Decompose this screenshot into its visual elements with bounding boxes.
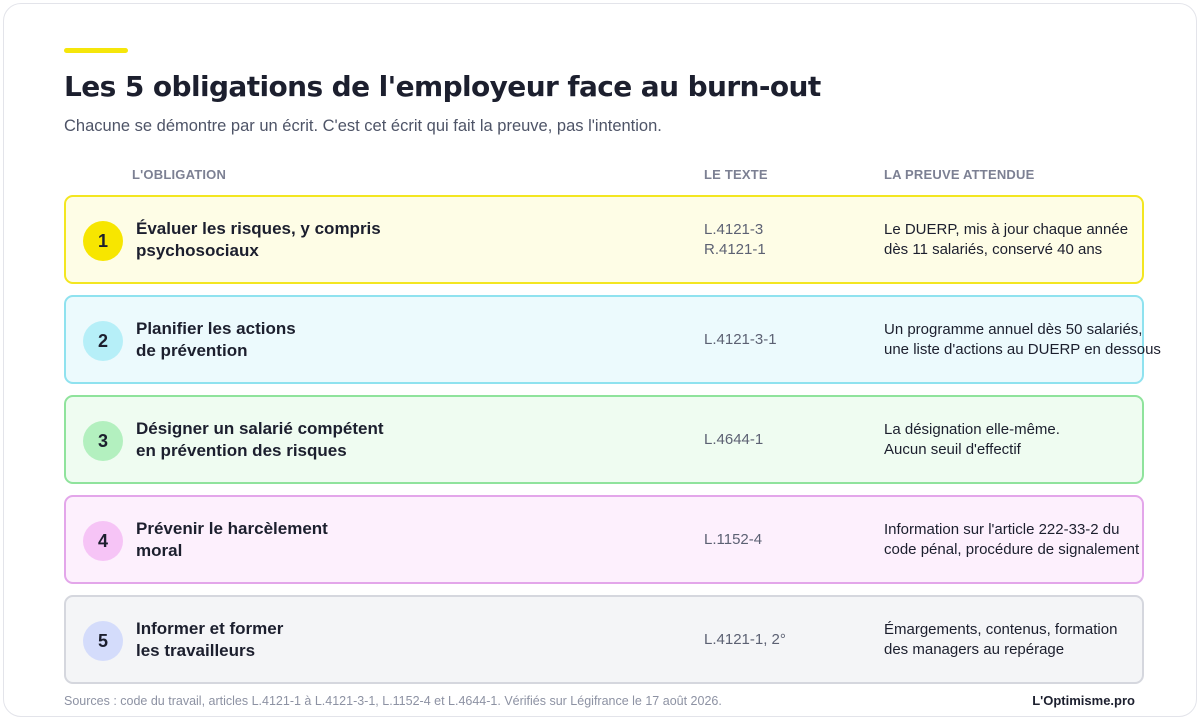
proof-line: code pénal, procédure de signalement: [884, 540, 1140, 558]
article-reference: R.4121-1: [704, 240, 766, 258]
obligation-row-4: 4 Prévenir le harcèlement moral L.1152-4…: [64, 495, 1144, 584]
obligation-row-1: 1 Évaluer les risques, y compris psychos…: [64, 195, 1144, 284]
row-number-badge: 3: [83, 421, 123, 461]
obligation-line: psychosociaux: [136, 240, 259, 260]
expected-proof: Le DUERP, mis à jour chaque année dès 11…: [884, 197, 1184, 282]
obligation-label: Informer et former les travailleurs: [136, 597, 556, 682]
page-subtitle: Chacune se démontre par un écrit. C'est …: [64, 117, 662, 135]
obligation-line: de prévention: [136, 340, 248, 360]
obligation-line: en prévention des risques: [136, 440, 347, 460]
article-reference: L.1152-4: [704, 530, 763, 548]
obligation-label: Désigner un salarié compétent en prévent…: [136, 397, 556, 482]
proof-line: dès 11 salariés, conservé 40 ans: [884, 240, 1103, 258]
obligation-line: Planifier les actions: [136, 318, 296, 338]
article-reference: L.4121-3: [704, 220, 764, 238]
infographic-card: Les 5 obligations de l'employeur face au…: [3, 3, 1197, 717]
obligation-row-3: 3 Désigner un salarié compétent en préve…: [64, 395, 1144, 484]
obligation-label: Planifier les actions de prévention: [136, 297, 556, 382]
obligation-line: moral: [136, 540, 183, 560]
obligation-line: Désigner un salarié compétent: [136, 418, 384, 438]
row-number-badge: 2: [83, 321, 123, 361]
legal-text-reference: L.1152-4: [704, 497, 864, 582]
proof-line: Émargements, contenus, formation: [884, 620, 1118, 638]
row-number-badge: 1: [83, 221, 123, 261]
brand-logo-text[interactable]: L'Optimisme.pro: [1032, 693, 1135, 708]
proof-line: La désignation elle-même.: [884, 420, 1060, 438]
accent-bar: [64, 48, 128, 53]
row-number-badge: 5: [83, 621, 123, 661]
proof-line: Un programme annuel dès 50 salariés,: [884, 320, 1143, 338]
expected-proof: Information sur l'article 222-33-2 du co…: [884, 497, 1184, 582]
article-reference: L.4121-3-1: [704, 330, 777, 348]
page-title: Les 5 obligations de l'employeur face au…: [64, 70, 821, 103]
legal-text-reference: L.4644-1: [704, 397, 864, 482]
obligation-label: Prévenir le harcèlement moral: [136, 497, 556, 582]
obligation-row-5: 5 Informer et former les travailleurs L.…: [64, 595, 1144, 684]
article-reference: L.4121-1, 2°: [704, 630, 786, 648]
obligation-line: Évaluer les risques, y compris: [136, 218, 381, 238]
obligation-line: Informer et former: [136, 618, 284, 638]
proof-line: Le DUERP, mis à jour chaque année: [884, 220, 1129, 238]
expected-proof: Émargements, contenus, formation des man…: [884, 597, 1184, 682]
expected-proof: La désignation elle-même. Aucun seuil d'…: [884, 397, 1184, 482]
sources-footnote: Sources : code du travail, articles L.41…: [64, 694, 722, 708]
legal-text-reference: L.4121-3-1: [704, 297, 864, 382]
expected-proof: Un programme annuel dès 50 salariés, une…: [884, 297, 1184, 382]
legal-text-reference: L.4121-1, 2°: [704, 597, 864, 682]
proof-line: une liste d'actions au DUERP en dessous: [884, 340, 1161, 358]
proof-line: Aucun seuil d'effectif: [884, 440, 1021, 458]
column-header-preuve: LA PREUVE ATTENDUE: [884, 167, 1035, 182]
proof-line: des managers au repérage: [884, 640, 1065, 658]
obligation-line: Prévenir le harcèlement: [136, 518, 328, 538]
obligation-label: Évaluer les risques, y compris psychosoc…: [136, 197, 556, 282]
column-header-obligation: L'OBLIGATION: [132, 167, 227, 182]
row-number-badge: 4: [83, 521, 123, 561]
column-header-texte: LE TEXTE: [704, 167, 768, 182]
proof-line: Information sur l'article 222-33-2 du: [884, 520, 1120, 538]
legal-text-reference: L.4121-3 R.4121-1: [704, 197, 864, 282]
article-reference: L.4644-1: [704, 430, 764, 448]
obligation-line: les travailleurs: [136, 640, 256, 660]
obligation-row-2: 2 Planifier les actions de prévention L.…: [64, 295, 1161, 384]
